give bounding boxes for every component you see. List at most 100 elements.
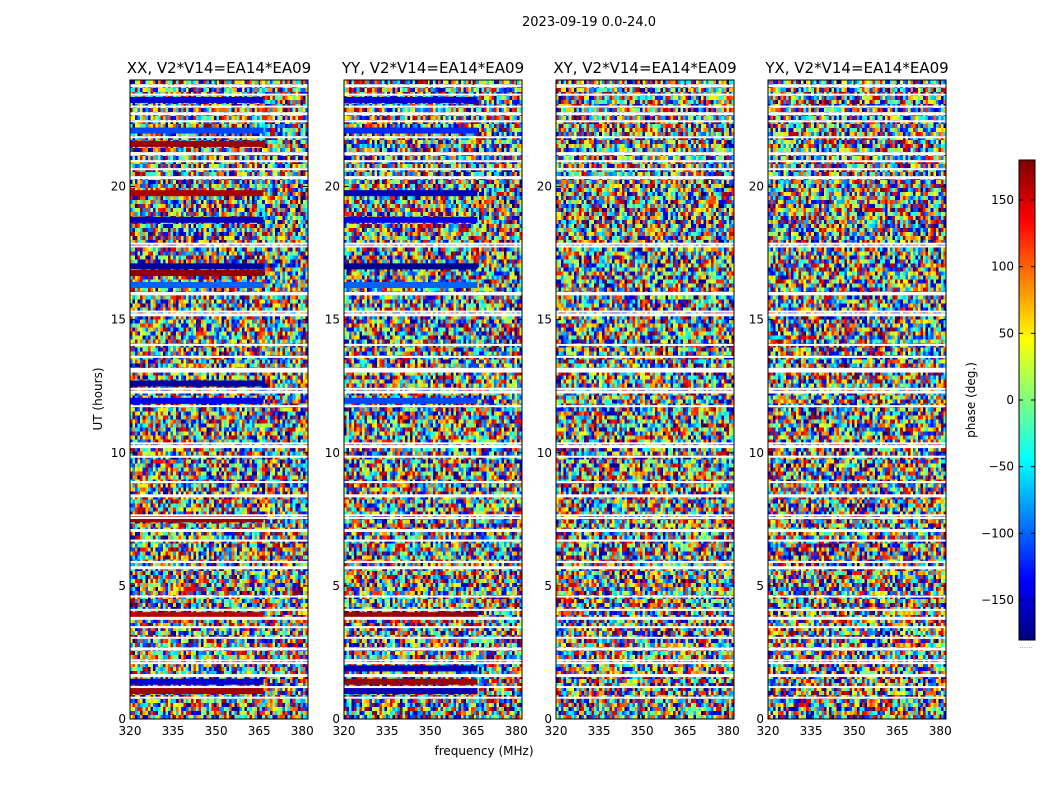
x-tick-label: 320 [545,724,568,738]
panel-3: XY, V2*V14=EA14*EA09 320 335 350 365 380 0 5 10 1… [537,59,740,738]
flagged-row [768,405,946,408]
flagged-row [556,696,734,699]
flagged-row [130,168,308,171]
flagged-row [344,343,522,346]
flagged-row [768,245,946,248]
flagged-row [130,528,308,532]
x-tick-label: 335 [376,724,399,738]
flagged-row [556,636,734,639]
flagged-row [768,528,946,532]
phase-band [130,688,264,695]
flagged-row [130,674,308,678]
flagged-row [344,636,522,639]
flagged-row [556,367,734,371]
phase-band [130,516,264,523]
flagged-row [556,355,734,358]
flagged-row [130,105,308,108]
flagged-row [768,120,946,123]
flagged-row [344,405,522,408]
flagged-row [768,310,946,313]
flagged-row [344,370,522,373]
x-tick-label: 350 [631,724,654,738]
colorbar-tick-label: 100 [991,260,1014,274]
x-tick-label: 335 [588,724,611,738]
x-tick-label: 350 [205,724,228,738]
flagged-row [344,293,522,296]
flagged-row [556,242,734,245]
flagged-row [556,647,734,651]
panels: XX, V2*V14=EA14*EA09 320 335 350 365 380 0 5 10 1… [111,59,952,738]
flagged-row [344,626,522,629]
panel-frame [343,79,523,720]
flagged-row [768,595,946,598]
flagged-row [344,674,522,678]
flagged-row [344,481,522,484]
phase-band [130,190,264,197]
phase-band [344,678,478,685]
y-tick-label: 5 [118,579,126,593]
flagged-row [768,445,946,449]
flagged-row [768,152,946,156]
flagged-row [556,528,734,532]
y-tick-label: 20 [111,180,126,194]
flagged-row [556,566,734,570]
phase-band [344,190,478,197]
flagged-row [556,112,734,116]
flagged-row [344,616,522,620]
flagged-row [130,355,308,358]
x-tick-label: 320 [333,724,356,738]
flagged-row [768,636,946,639]
flagged-row [130,616,308,620]
flagged-row [768,84,946,88]
flagged-row [556,84,734,88]
flagged-row [130,245,308,248]
flagged-row [344,659,522,662]
flagged-row [556,539,734,542]
flagged-row [768,514,946,517]
colorbar-tick-label: −50 [989,460,1014,474]
flagged-row [768,616,946,620]
flagged-row [344,93,522,96]
flagged-row [344,686,522,689]
flagged-row [556,662,734,665]
flagged-row [556,686,734,689]
x-tick-label: 350 [843,724,866,738]
flagged-row [130,293,308,296]
flagged-row [556,494,734,498]
flagged-row [344,516,522,519]
y-tick-label: 5 [544,579,552,593]
flagged-row [768,313,946,317]
y-tick-label: 15 [749,313,764,327]
phase-band [344,127,478,134]
colorbar-tick-label: 150 [991,193,1014,207]
phase-band [130,678,264,685]
flagged-row [344,242,522,245]
flagged-row [344,112,522,116]
flagged-row [344,313,522,317]
y-tick-label: 15 [111,313,126,327]
flagged-row [556,245,734,248]
flagged-row [556,176,734,180]
flagged-row [768,481,946,484]
colorbar-tick-label: 0 [1006,393,1014,407]
flagged-row [130,152,308,156]
flagged-row [556,293,734,296]
flagged-row [344,595,522,598]
flagged-row [130,455,308,458]
flagged-row [344,120,522,123]
flagged-row [768,455,946,458]
flagged-row [130,626,308,629]
flagged-row [768,647,946,651]
phase-band [130,270,264,277]
x-tick-label: 380 [929,724,952,738]
x-tick-label: 320 [757,724,780,738]
y-tick-label: 20 [537,180,552,194]
flagged-row [130,313,308,317]
phase-band [344,282,478,289]
flagged-row [130,160,308,163]
phase-band [344,216,478,223]
flagged-row [344,445,522,449]
flagged-row [556,370,734,373]
flagged-row [344,367,522,371]
